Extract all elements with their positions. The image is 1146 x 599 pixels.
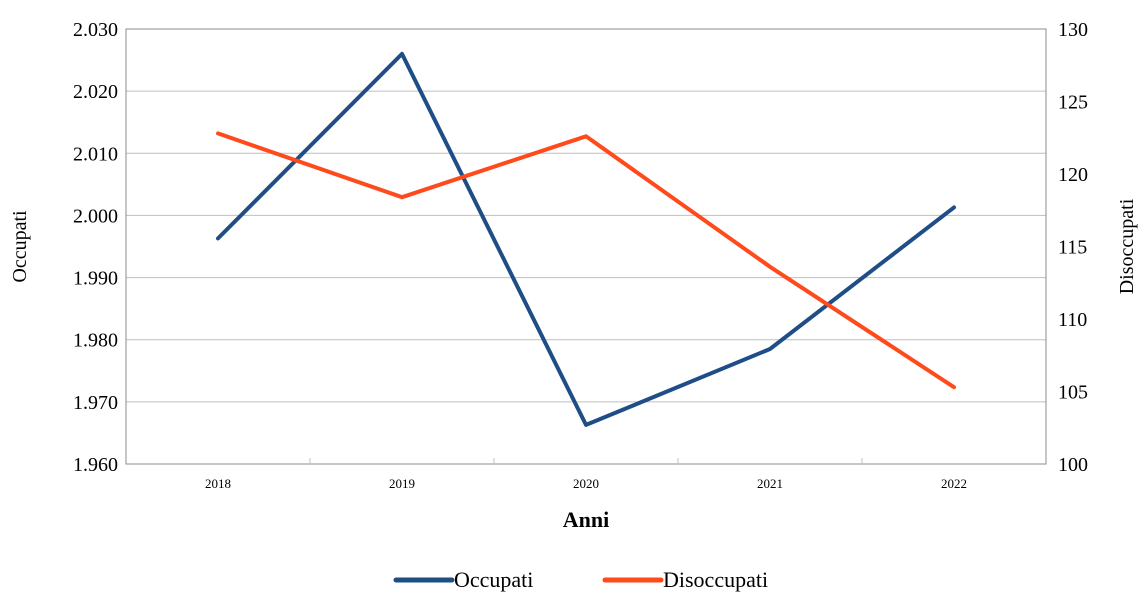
y-right-tick-label: 100 (1058, 454, 1088, 476)
y-right-tick-label: 110 (1058, 309, 1087, 331)
y-left-tick-label: 1.990 (73, 268, 118, 290)
x-tick-label: 2022 (941, 476, 967, 491)
x-tick-label: 2018 (205, 476, 231, 491)
series-line-disoccupati (216, 131, 956, 390)
y-axis-left-title: Occupati (9, 210, 31, 283)
legend: Occupati Disoccupati (393, 567, 768, 592)
y-left-tick-label: 1.980 (73, 330, 118, 352)
x-tick-label: 2021 (757, 476, 783, 491)
series-lines (216, 51, 956, 427)
x-tick-label: 2020 (573, 476, 599, 491)
x-axis: 2018 2019 2020 2021 2022 (205, 458, 967, 491)
y-left-tick-label: 1.970 (73, 392, 118, 414)
y-left-tick-label: 2.020 (73, 81, 118, 103)
y-right-tick-label: 125 (1058, 92, 1088, 114)
x-tick-label: 2019 (389, 476, 415, 491)
y-axis-right-title: Disoccupati (1116, 198, 1138, 294)
plot-area-border (125, 28, 1047, 465)
y-right-tick-label: 130 (1058, 19, 1088, 41)
y-left-tick-label: 2.010 (73, 143, 118, 165)
y-right-tick-label: 120 (1058, 164, 1088, 186)
x-axis-title: Anni (563, 507, 609, 532)
gridlines (126, 28, 1046, 465)
legend-label-occupati: Occupati (454, 567, 533, 592)
series-line-occupati (216, 51, 956, 427)
y-left-tick-label: 1.960 (73, 454, 118, 476)
y-axis-right: 100 105 110 115 120 125 130 (1058, 19, 1088, 476)
y-right-tick-label: 115 (1058, 237, 1087, 259)
y-right-tick-label: 105 (1058, 382, 1088, 404)
y-axis-left: 1.960 1.970 1.980 1.990 2.000 2.010 2.020 2.030 (73, 19, 118, 476)
legend-label-disoccupati: Disoccupati (663, 567, 768, 592)
y-left-tick-label: 2.000 (73, 205, 118, 227)
y-left-tick-label: 2.030 (73, 19, 118, 41)
